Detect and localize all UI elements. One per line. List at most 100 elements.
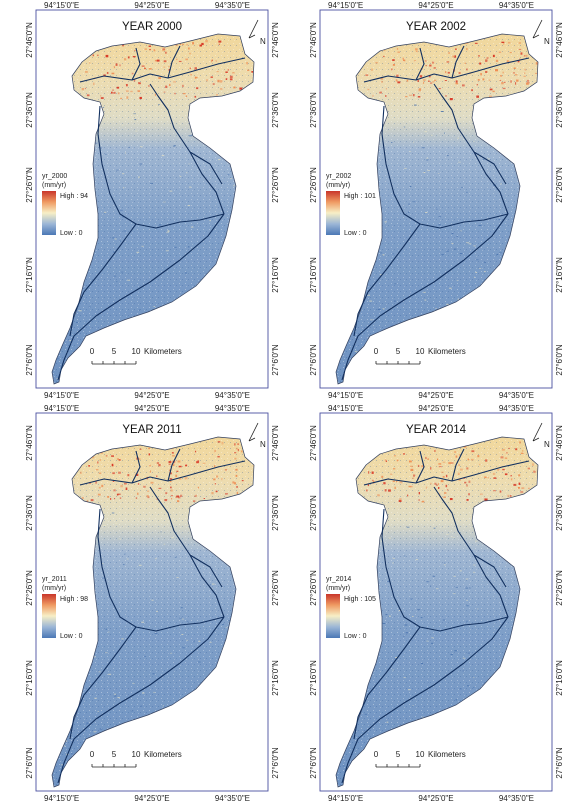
lat-tick-right: 27°46'0"N (555, 22, 564, 58)
legend-high-label: High : 94 (60, 193, 88, 200)
legend-unit: (mm/yr) (42, 182, 66, 189)
legend-title: yr_2014 (326, 576, 351, 583)
north-label: N (544, 37, 550, 46)
lat-tick-left: 27°26'0"N (309, 167, 318, 203)
legend: yr_2011 (mm/yr) High : 98 Low : 0 (42, 576, 88, 640)
river-line (473, 151, 507, 185)
lat-tick-left: 27°46'0"N (309, 22, 318, 58)
lat-tick-right: 27°46'0"N (555, 425, 564, 461)
lat-tick-right: 27°6'0"N (271, 344, 280, 375)
legend: yr_2014 (mm/yr) High : 105 Low : 0 (326, 576, 376, 640)
river-line (451, 45, 465, 79)
river-line (363, 460, 530, 486)
lat-tick-left: 27°6'0"N (25, 344, 34, 375)
lat-tick-left: 27°26'0"N (309, 570, 318, 606)
river-line (353, 223, 421, 337)
scale-bar: 0 5 10 Kilometers (374, 750, 466, 768)
legend-title: yr_2011 (42, 576, 67, 583)
river-line (97, 508, 225, 632)
river-line (451, 448, 465, 482)
river-line (381, 105, 509, 229)
lon-tick-bottom: 94°15'0"E (44, 391, 79, 400)
map-panel-2002: 94°15'0"E 94°15'0"E 94°25'0"E 94°25'0"E 94°3… (309, 1, 564, 400)
lat-tick-right: 27°46'0"N (271, 22, 280, 58)
river-line (69, 223, 137, 337)
lat-tick-left: 27°36'0"N (309, 92, 318, 128)
lon-tick-top: 94°15'0"E (328, 1, 363, 10)
lon-tick-top: 94°25'0"E (134, 404, 169, 413)
lat-tick-left: 27°16'0"N (25, 660, 34, 696)
panel-title: YEAR 2000 (122, 21, 182, 33)
lat-tick-left: 27°6'0"N (309, 747, 318, 778)
scale-label: 10 (132, 750, 141, 759)
river-line (131, 47, 141, 81)
lat-tick-right: 27°6'0"N (555, 747, 564, 778)
river-line (57, 213, 225, 381)
river-line (415, 450, 425, 484)
lat-tick-right: 27°16'0"N (271, 660, 280, 696)
river-line (353, 626, 421, 740)
lon-tick-top: 94°35'0"E (499, 1, 534, 10)
legend-high-label: High : 98 (60, 596, 88, 603)
legend-unit: (mm/yr) (326, 585, 350, 592)
north-arrow-icon: N (532, 422, 550, 449)
scale-unit: Kilometers (428, 750, 466, 759)
lat-tick-left: 27°36'0"N (25, 495, 34, 531)
lat-tick-left: 27°6'0"N (25, 747, 34, 778)
river-line (433, 486, 509, 618)
river-line (69, 626, 137, 740)
scale-label: 10 (416, 347, 425, 356)
panel-title: YEAR 2002 (406, 21, 466, 33)
scale-bar: 0 5 10 Kilometers (374, 347, 466, 365)
lat-tick-right: 27°36'0"N (271, 92, 280, 128)
lon-tick-top: 94°25'0"E (134, 1, 169, 10)
scale-label: 10 (416, 750, 425, 759)
legend-colorbar (42, 191, 56, 235)
lat-tick-right: 27°36'0"N (271, 495, 280, 531)
river-line (167, 45, 181, 79)
scale-unit: Kilometers (144, 750, 182, 759)
river-line (189, 554, 223, 588)
lat-tick-right: 27°6'0"N (555, 344, 564, 375)
river-line (79, 460, 246, 486)
legend-high-label: High : 105 (344, 596, 376, 603)
scale-label: 0 (374, 750, 379, 759)
lon-tick-top: 94°25'0"E (418, 404, 453, 413)
river-line (415, 47, 425, 81)
lat-tick-right: 27°36'0"N (555, 495, 564, 531)
lon-tick-top: 94°35'0"E (499, 404, 534, 413)
legend-unit: (mm/yr) (326, 182, 350, 189)
river-line (149, 486, 225, 618)
lon-tick-bottom: 94°15'0"E (328, 794, 363, 803)
lon-tick-top: 94°15'0"E (44, 404, 79, 413)
river-line (189, 151, 223, 185)
lat-tick-right: 27°36'0"N (555, 92, 564, 128)
scale-bar: 0 5 10 Kilometers (90, 347, 182, 365)
legend-low-label: Low : 0 (60, 633, 83, 640)
legend-low-label: Low : 0 (344, 633, 367, 640)
map-panel-2014: 94°15'0"E 94°15'0"E 94°25'0"E 94°25'0"E 94°3… (309, 404, 564, 803)
lon-tick-bottom: 94°15'0"E (328, 391, 363, 400)
map-panel-2000: 94°15'0"E 94°15'0"E 94°25'0"E 94°25'0"E 94°3… (25, 1, 280, 400)
legend: yr_2002 (mm/yr) High : 101 Low : 0 (326, 173, 376, 237)
lat-tick-left: 27°16'0"N (25, 257, 34, 293)
scale-bar: 0 5 10 Kilometers (90, 750, 182, 768)
lon-tick-bottom: 94°25'0"E (134, 794, 169, 803)
scale-unit: Kilometers (144, 347, 182, 356)
legend-colorbar (326, 191, 340, 235)
lat-tick-left: 27°46'0"N (309, 425, 318, 461)
river-line (381, 508, 509, 632)
panel-title: YEAR 2014 (406, 424, 467, 436)
lat-tick-right: 27°6'0"N (271, 747, 280, 778)
legend-low-label: Low : 0 (344, 230, 367, 237)
lat-tick-right: 27°26'0"N (271, 167, 280, 203)
scale-label: 5 (112, 347, 117, 356)
north-label: N (260, 37, 266, 46)
lat-tick-left: 27°26'0"N (25, 570, 34, 606)
river-line (167, 448, 181, 482)
lat-tick-right: 27°16'0"N (555, 660, 564, 696)
legend: yr_2000 (mm/yr) High : 94 Low : 0 (42, 173, 88, 237)
scale-unit: Kilometers (428, 347, 466, 356)
lat-tick-right: 27°26'0"N (555, 570, 564, 606)
river-line (341, 213, 509, 381)
